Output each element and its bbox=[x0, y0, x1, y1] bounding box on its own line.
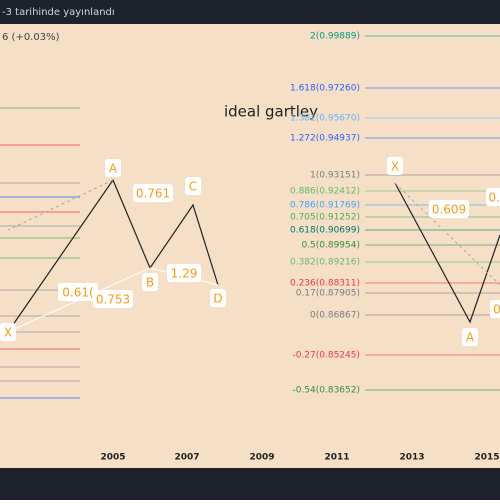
label-box bbox=[185, 177, 201, 195]
label-box bbox=[133, 184, 173, 202]
fib-label: -0.27(0.85245) bbox=[292, 351, 360, 361]
pattern-label: A bbox=[109, 162, 118, 176]
x-axis-label: 2005 bbox=[100, 453, 125, 463]
fib-label: 1.618(0.97260) bbox=[290, 84, 360, 94]
price-change: 6 (+0.03%) bbox=[2, 32, 60, 43]
fib-label: 0.5(0.89954) bbox=[301, 241, 360, 251]
pattern-label: D bbox=[213, 292, 222, 306]
label-box bbox=[462, 328, 478, 346]
x-axis-label: 2009 bbox=[249, 453, 274, 463]
fib-label: 0.886(0.92412) bbox=[290, 187, 360, 197]
pattern-dash bbox=[394, 182, 500, 286]
fib-label: 1.272(0.94937) bbox=[290, 134, 360, 144]
pattern-label: 0.761 bbox=[136, 187, 170, 201]
top-bar bbox=[0, 0, 500, 24]
x-axis-label: 2011 bbox=[324, 453, 349, 463]
label-box bbox=[93, 290, 133, 308]
fib-label: 0.17(0.87905) bbox=[296, 289, 360, 299]
pattern-label: 0.753 bbox=[96, 293, 130, 307]
label-box bbox=[429, 200, 469, 218]
fib-label: 0.618(0.90699) bbox=[290, 226, 360, 236]
x-axis-label: 2013 bbox=[399, 453, 424, 463]
pattern-label: A bbox=[466, 331, 475, 345]
pattern-label: 1.29 bbox=[171, 267, 198, 281]
label-box bbox=[167, 264, 201, 282]
pattern-label: 0.61( bbox=[62, 286, 93, 300]
fib-label: 0.236(0.88311) bbox=[290, 279, 360, 289]
fib-label: -0.54(0.83652) bbox=[292, 386, 360, 396]
pattern-label: 0.7 bbox=[488, 191, 500, 205]
fib-label: 1.382(0.95670) bbox=[290, 114, 360, 124]
pattern-label: 0.609 bbox=[432, 203, 466, 217]
pattern-label: B bbox=[146, 276, 154, 290]
label-box bbox=[387, 157, 403, 175]
label-box bbox=[486, 188, 500, 206]
chart-title: ideal gartley bbox=[224, 103, 318, 121]
published-date: -3 tarihinde yayınlandı bbox=[2, 7, 115, 18]
label-box bbox=[58, 283, 98, 301]
bottom-bar bbox=[0, 468, 500, 500]
pattern-label: C bbox=[189, 180, 197, 194]
fib-label: 0.786(0.91769) bbox=[290, 201, 360, 211]
pattern-line bbox=[394, 182, 500, 324]
label-box bbox=[210, 289, 226, 307]
fib-label: 1(0.93151) bbox=[310, 171, 360, 181]
label-box bbox=[105, 159, 121, 177]
fib-label: 0.382(0.89216) bbox=[290, 258, 360, 268]
fib-label: 0(0.86867) bbox=[310, 311, 360, 321]
label-box bbox=[142, 273, 158, 291]
pattern-dash bbox=[7, 179, 114, 231]
x-axis-label: 2007 bbox=[174, 453, 199, 463]
x-axis-label: 2015 bbox=[474, 453, 499, 463]
fib-label: 2(0.99889) bbox=[310, 32, 360, 42]
label-box bbox=[490, 300, 500, 318]
pattern-label: 0 bbox=[493, 303, 500, 317]
pattern-label: X bbox=[391, 160, 399, 174]
fib-label: 0.705(0.91252) bbox=[290, 213, 360, 223]
label-box bbox=[0, 323, 16, 341]
pattern-label: X bbox=[4, 326, 12, 340]
